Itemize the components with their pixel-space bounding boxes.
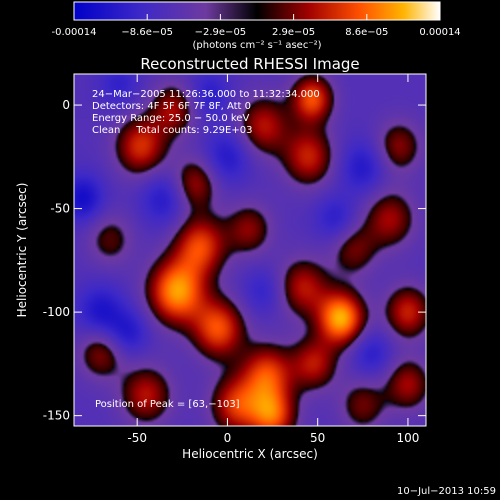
colorbar: -0.00014 −8.6e−05 −2.9e−05 2.9e−05 8.6e−05 0.… [52, 1, 461, 51]
chart-title: Reconstructed RHESSI Image [140, 55, 359, 73]
colorbar-tick-label: 8.6e−05 [345, 27, 388, 38]
y-tick-label: -50 [50, 202, 70, 216]
footer-date: 10−Jul−2013 10:59 [397, 486, 496, 497]
y-tick-label: -100 [43, 305, 70, 319]
x-tick-label: 0 [224, 431, 232, 445]
colorbar-ticks: -0.00014 −8.6e−05 −2.9e−05 2.9e−05 8.6e−05 0.… [52, 14, 461, 38]
colorbar-tick-label: -0.00014 [52, 27, 97, 38]
colorbar-tick-label: −2.9e−05 [195, 27, 247, 38]
x-tick-label: -50 [127, 431, 147, 445]
plot-area: -50 0 50 100 0 -50 -100 -150 [43, 73, 427, 445]
y-tick-label: -150 [43, 409, 70, 423]
annotation-detectors: Detectors: 4F 5F 6F 7F 8F, Att 0 [92, 101, 251, 112]
colorbar-tick-label: −8.6e−05 [121, 27, 173, 38]
annotation-counts: Clean Total counts: 9.29E+03 [92, 125, 252, 136]
heatmap-image [74, 74, 426, 426]
x-tick-label: 50 [310, 431, 325, 445]
colorbar-tick-label: 2.9e−05 [272, 27, 315, 38]
peak-position-label: Position of Peak = [63,−103] [95, 399, 240, 410]
annotation-time: 24−Mar−2005 11:26:36.000 to 11:32:34.000 [92, 89, 320, 100]
y-tick-label: 0 [62, 98, 70, 112]
x-axis-label: Heliocentric X (arcsec) [182, 447, 318, 461]
plot-frame [73, 73, 427, 427]
y-axis-label: Heliocentric Y (arcsec) [15, 183, 29, 318]
colorbar-gradient [73, 1, 441, 21]
colorbar-tick-label: 0.00014 [419, 27, 460, 38]
annotations: 24−Mar−2005 11:26:36.000 to 11:32:34.000… [92, 89, 320, 410]
axis-ticks: -50 0 50 100 0 -50 -100 -150 [43, 74, 426, 445]
x-tick-label: 100 [396, 431, 419, 445]
annotation-energy: Energy Range: 25.0 − 50.0 keV [92, 113, 249, 124]
colorbar-unit-label: (photons cm⁻² s⁻¹ asec⁻²) [192, 40, 321, 51]
